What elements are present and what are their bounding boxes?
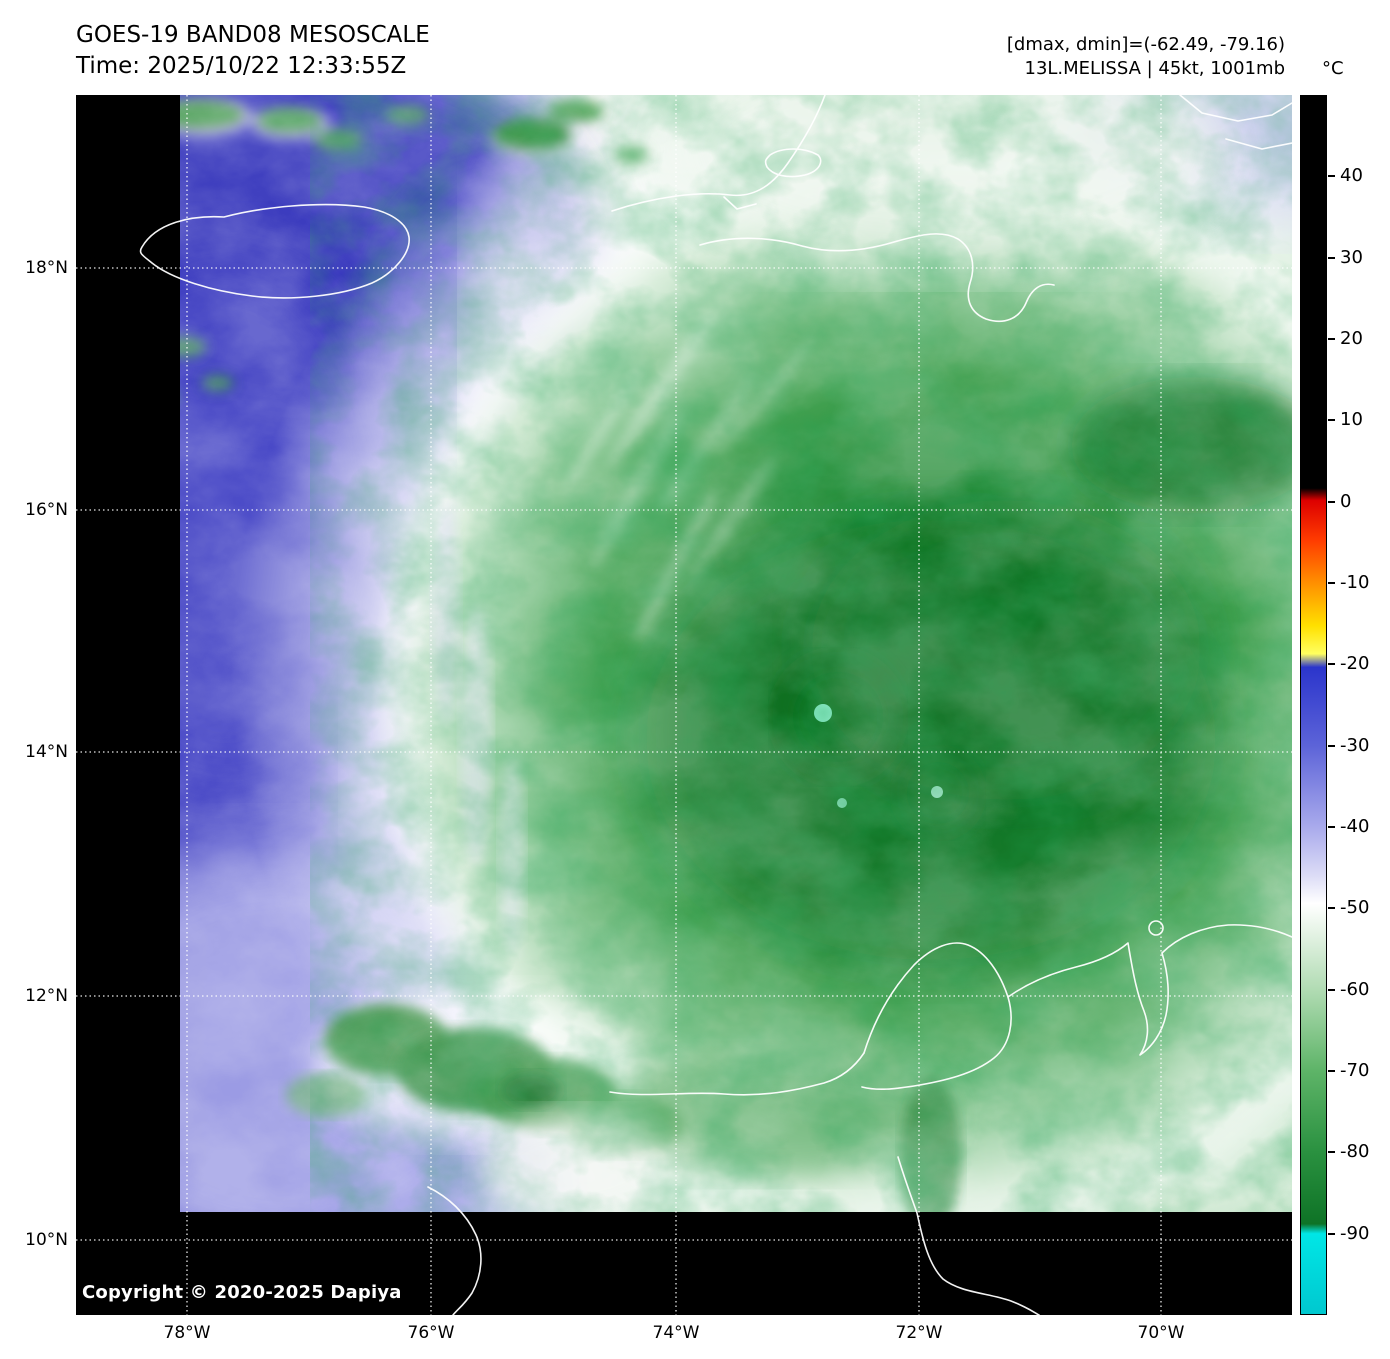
colorbar-tick-m50: -50 [1340,897,1370,918]
water-vapor-imagery [180,95,1292,1212]
storm-info: 13L.MELISSA | 45kt, 1001mb [1024,58,1286,79]
copyright-notice: Copyright © 2020-2025 Dapiya [82,1282,402,1303]
colorbar-tickmark [1328,1070,1335,1072]
colorbar-tick-m70: -70 [1340,1060,1370,1081]
satellite-imagery-svg [76,95,1292,1315]
colorbar-tick-0: 0 [1340,491,1352,512]
colorbar-tick-20: 20 [1340,328,1363,349]
coastline-tortue [764,148,822,178]
lat-tick-10n: 10°N [25,1230,68,1250]
colorbar-gradient [1300,95,1327,1315]
colorbar-tick-30: 30 [1340,247,1363,268]
latlon-gridlines [76,95,1292,1315]
storm-texture-overlay [366,135,1292,1212]
colorbar-tick-m90: -90 [1340,1223,1370,1244]
colorbar-tickmark [1328,1151,1335,1153]
colorbar-tick-m10: -10 [1340,572,1370,593]
colorbar-tick-m20: -20 [1340,653,1370,674]
coastlines [139,95,1292,1315]
colorbar-unit-label: °C [1322,58,1344,79]
product-title: GOES-19 BAND08 MESOSCALE [76,22,430,48]
lat-tick-14n: 14°N [25,742,68,762]
colorbar-tickmark [1328,663,1335,665]
lon-tick-72w: 72°W [895,1323,943,1343]
product-time: Time: 2025/10/22 12:33:55Z [76,53,407,79]
colorbar-tick-m40: -40 [1340,816,1370,837]
colorbar-tick-10: 10 [1340,409,1363,430]
coastline-cuba [611,95,826,212]
lat-tick-18n: 18°N [25,258,68,278]
colorbar-tick-m80: -80 [1340,1141,1370,1162]
colorbar-tick-m30: -30 [1340,735,1370,756]
colorbar-tickmark [1328,1233,1335,1235]
colorbar-tickmark [1328,257,1335,259]
colorbar-tickmark [1328,501,1335,503]
lon-tick-74w: 74°W [652,1323,700,1343]
colorbar-tickmark [1328,826,1335,828]
colorbar-tickmark [1328,907,1335,909]
colorbar-tickmark [1328,582,1335,584]
colorbar-tick-m60: -60 [1340,979,1370,1000]
coastline-jamaica [139,203,410,299]
colorbar-tickmark [1328,989,1335,991]
lon-tick-70w: 70°W [1137,1323,1185,1343]
colorbar-tickmark [1328,175,1335,177]
colorbar-tickmark [1328,338,1335,340]
colorbar-tickmark [1328,745,1335,747]
coastline-south-america [609,1052,865,1096]
colorbar-tick-40: 40 [1340,165,1363,186]
colorbar-tickmark [1328,419,1335,421]
lon-tick-78w: 78°W [163,1323,211,1343]
satellite-map: Copyright © 2020-2025 Dapiya [76,95,1292,1315]
dmax-dmin-readout: [dmax, dmin]=(-62.49, -79.16) [1006,34,1285,55]
lat-tick-16n: 16°N [25,500,68,520]
coastline-hispaniola [699,233,1055,323]
lat-tick-12n: 12°N [25,986,68,1006]
lon-tick-76w: 76°W [407,1323,455,1343]
